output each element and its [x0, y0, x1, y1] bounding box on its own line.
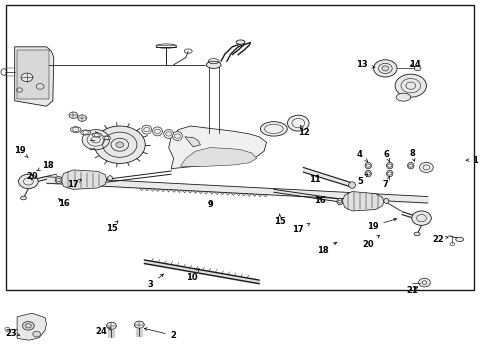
Circle shape: [373, 60, 396, 77]
Bar: [17, 50, 49, 99]
Circle shape: [21, 73, 33, 82]
Ellipse shape: [142, 125, 151, 134]
Ellipse shape: [364, 162, 371, 169]
Text: 16: 16: [314, 197, 325, 205]
Text: 17: 17: [292, 224, 309, 234]
Text: 8: 8: [408, 149, 414, 161]
Text: 9: 9: [207, 200, 213, 209]
Ellipse shape: [81, 130, 90, 135]
Ellipse shape: [395, 93, 410, 101]
Bar: [6, 5, 473, 290]
Circle shape: [69, 112, 78, 118]
Text: 17: 17: [66, 180, 81, 189]
Ellipse shape: [336, 198, 342, 205]
Text: 10: 10: [186, 269, 199, 282]
Polygon shape: [342, 192, 383, 211]
Text: 1: 1: [466, 156, 477, 165]
Polygon shape: [184, 137, 200, 147]
Text: 22: 22: [432, 235, 447, 244]
Circle shape: [22, 321, 34, 330]
Circle shape: [411, 211, 430, 225]
Circle shape: [82, 130, 109, 150]
Ellipse shape: [102, 136, 110, 140]
Text: 18: 18: [37, 161, 54, 171]
Circle shape: [394, 74, 426, 97]
Circle shape: [94, 126, 145, 163]
Circle shape: [33, 331, 41, 337]
Polygon shape: [61, 170, 106, 189]
Ellipse shape: [260, 122, 287, 136]
Text: 3: 3: [147, 274, 163, 289]
Text: 2: 2: [144, 328, 176, 340]
Text: 12: 12: [298, 125, 309, 137]
Ellipse shape: [386, 170, 392, 177]
Ellipse shape: [172, 132, 182, 141]
Ellipse shape: [92, 133, 101, 137]
Ellipse shape: [70, 127, 81, 132]
Circle shape: [134, 321, 144, 328]
Polygon shape: [15, 47, 54, 106]
Text: 20: 20: [26, 172, 38, 181]
Ellipse shape: [413, 66, 420, 71]
Circle shape: [78, 115, 86, 121]
Text: 11: 11: [308, 175, 320, 184]
Text: 7: 7: [382, 177, 388, 189]
Ellipse shape: [55, 176, 62, 184]
Ellipse shape: [20, 196, 26, 200]
Text: 16: 16: [58, 199, 69, 208]
Ellipse shape: [386, 162, 392, 169]
Polygon shape: [181, 148, 256, 166]
Text: 5: 5: [356, 174, 367, 186]
Circle shape: [116, 142, 123, 148]
Circle shape: [418, 278, 429, 287]
Polygon shape: [168, 126, 266, 169]
Ellipse shape: [413, 232, 419, 236]
Text: 14: 14: [408, 60, 420, 69]
Text: 23: 23: [5, 328, 20, 338]
Circle shape: [419, 162, 432, 172]
Text: 13: 13: [355, 60, 374, 69]
Text: 4: 4: [356, 150, 367, 162]
Circle shape: [19, 174, 38, 189]
Ellipse shape: [455, 237, 463, 242]
Text: 15: 15: [105, 221, 118, 233]
Text: 21: 21: [406, 287, 417, 295]
Ellipse shape: [206, 61, 221, 68]
Polygon shape: [17, 313, 46, 340]
Text: 19: 19: [14, 146, 28, 158]
Ellipse shape: [407, 162, 413, 169]
Ellipse shape: [163, 130, 173, 139]
Text: 20: 20: [361, 235, 379, 248]
Ellipse shape: [152, 127, 162, 136]
Text: 15: 15: [273, 214, 285, 226]
Ellipse shape: [107, 176, 112, 181]
Ellipse shape: [364, 170, 371, 177]
Ellipse shape: [383, 198, 388, 203]
Text: 18: 18: [316, 242, 336, 255]
Text: 24: 24: [96, 328, 111, 336]
Circle shape: [381, 66, 388, 71]
Text: 19: 19: [366, 218, 396, 231]
Text: 6: 6: [383, 150, 389, 162]
Circle shape: [106, 322, 116, 329]
Circle shape: [287, 115, 308, 131]
Ellipse shape: [236, 40, 244, 44]
Ellipse shape: [348, 182, 355, 188]
